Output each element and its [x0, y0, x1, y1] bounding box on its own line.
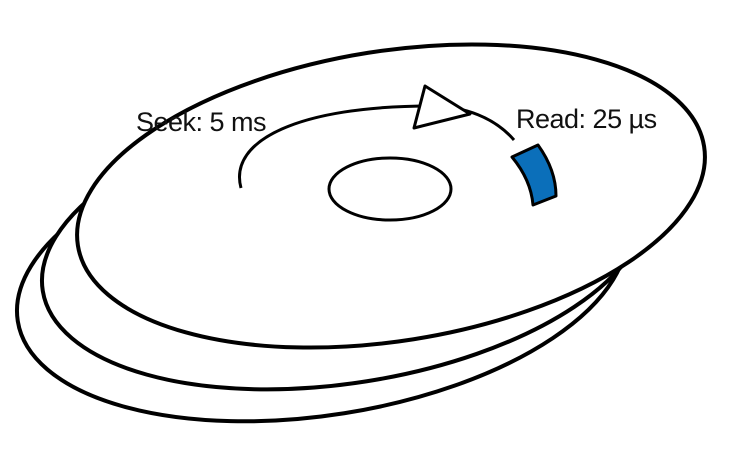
seek-path-arc [238, 104, 516, 189]
highlighted-sector-icon [510, 143, 558, 207]
spindle-hole [327, 156, 453, 222]
triangle-arrow-head-icon [412, 84, 472, 130]
read-label: Read: 25 µs [516, 104, 657, 134]
seek-label: Seek: 5 ms [136, 107, 266, 137]
